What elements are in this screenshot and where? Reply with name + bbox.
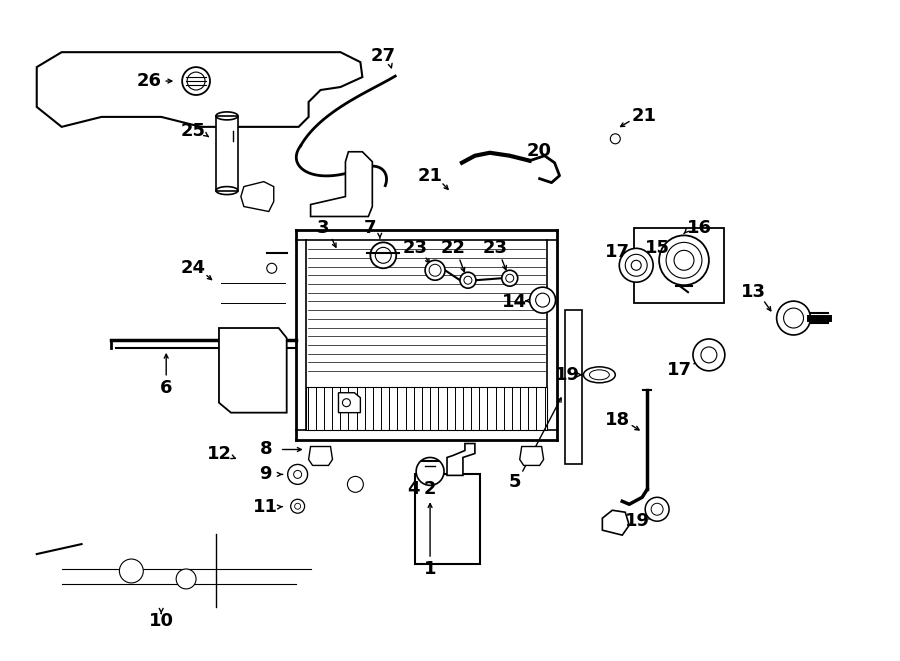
Text: 2: 2 — [424, 481, 436, 498]
Text: 7: 7 — [364, 219, 376, 237]
Bar — [306, 387, 546, 430]
Circle shape — [701, 347, 717, 363]
Circle shape — [464, 276, 472, 284]
Bar — [216, 116, 238, 190]
Circle shape — [288, 465, 308, 485]
Text: 17: 17 — [667, 361, 691, 379]
Circle shape — [187, 72, 205, 90]
Circle shape — [460, 272, 476, 288]
Text: 23: 23 — [482, 239, 508, 257]
Polygon shape — [310, 152, 373, 217]
Text: 10: 10 — [148, 612, 174, 630]
Ellipse shape — [583, 367, 616, 383]
Text: 25: 25 — [181, 122, 205, 140]
Polygon shape — [519, 447, 544, 465]
Text: 19: 19 — [555, 366, 580, 384]
Bar — [564, 310, 582, 465]
Circle shape — [176, 569, 196, 589]
Text: 14: 14 — [502, 293, 527, 311]
Bar — [415, 475, 480, 564]
Text: 24: 24 — [181, 259, 205, 277]
Circle shape — [343, 399, 350, 407]
Text: 22: 22 — [440, 239, 465, 257]
Circle shape — [416, 457, 444, 485]
Text: 26: 26 — [137, 72, 162, 90]
Text: 23: 23 — [402, 239, 428, 257]
Bar — [634, 229, 724, 303]
Text: 6: 6 — [160, 379, 173, 397]
Text: 1: 1 — [424, 560, 436, 578]
Polygon shape — [602, 510, 629, 535]
Circle shape — [666, 243, 702, 278]
Circle shape — [619, 249, 653, 282]
Circle shape — [182, 67, 210, 95]
Circle shape — [291, 499, 304, 513]
Text: 9: 9 — [259, 465, 272, 483]
Text: 15: 15 — [644, 239, 670, 257]
Text: 8: 8 — [259, 440, 272, 459]
Ellipse shape — [590, 370, 609, 380]
Text: 12: 12 — [206, 446, 231, 463]
Circle shape — [536, 293, 550, 307]
Circle shape — [530, 287, 555, 313]
Circle shape — [293, 471, 302, 479]
Text: 11: 11 — [253, 498, 278, 516]
Circle shape — [610, 134, 620, 144]
Polygon shape — [219, 328, 287, 412]
Text: 27: 27 — [371, 47, 396, 65]
Circle shape — [502, 270, 518, 286]
Circle shape — [777, 301, 811, 335]
Text: 21: 21 — [418, 167, 443, 184]
Circle shape — [370, 243, 396, 268]
Text: 16: 16 — [687, 219, 711, 237]
Text: 5: 5 — [508, 473, 521, 491]
Text: 4: 4 — [407, 481, 419, 498]
Text: 20: 20 — [527, 141, 552, 160]
Bar — [306, 241, 546, 430]
Polygon shape — [241, 182, 274, 212]
Text: 18: 18 — [605, 410, 630, 428]
Text: 21: 21 — [632, 107, 657, 125]
Polygon shape — [338, 393, 360, 412]
Circle shape — [626, 254, 647, 276]
Circle shape — [631, 260, 641, 270]
Polygon shape — [37, 52, 363, 127]
Circle shape — [674, 251, 694, 270]
Text: 17: 17 — [605, 243, 630, 261]
Circle shape — [294, 503, 301, 509]
Circle shape — [506, 274, 514, 282]
Polygon shape — [447, 444, 475, 475]
Circle shape — [645, 497, 669, 521]
Circle shape — [652, 503, 663, 515]
Circle shape — [693, 339, 724, 371]
Circle shape — [375, 247, 392, 263]
Circle shape — [266, 263, 276, 273]
Circle shape — [425, 260, 445, 280]
Circle shape — [120, 559, 143, 583]
Text: 3: 3 — [318, 219, 329, 237]
Circle shape — [429, 264, 441, 276]
Circle shape — [784, 308, 804, 328]
Circle shape — [347, 477, 364, 492]
Circle shape — [659, 235, 709, 285]
Text: 19: 19 — [625, 512, 650, 530]
Polygon shape — [309, 447, 332, 465]
Text: 13: 13 — [742, 283, 766, 301]
